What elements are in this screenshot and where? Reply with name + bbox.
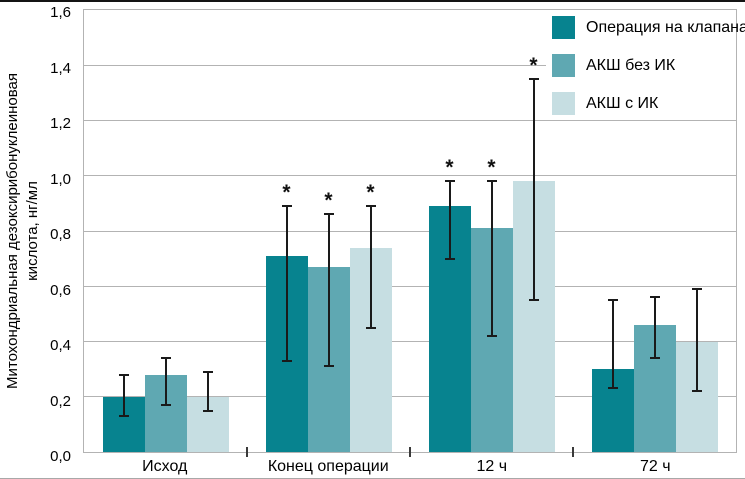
error-bar-cap: [607, 299, 618, 302]
error-bar: [695, 289, 698, 392]
significance-asterisk: *: [529, 54, 538, 78]
x-category-label: 72 ч: [639, 458, 671, 475]
error-bar: [369, 206, 372, 328]
gridline: [84, 341, 736, 342]
x-axis-tick: [572, 447, 574, 457]
x-category-label: 12 ч: [476, 458, 508, 475]
error-bar-cap: [281, 205, 292, 208]
error-bar: [611, 300, 614, 389]
error-bar: [327, 214, 330, 367]
legend-label: АКШ без ИК: [586, 57, 676, 74]
error-bar: [653, 297, 656, 359]
error-bar-cap: [528, 299, 539, 302]
error-bar-cap: [160, 404, 171, 407]
y-axis-tick-labels: 0,0 0,2 0,4 0,6 0,8 1,0 1,2 1,4 1,6: [0, 4, 77, 465]
error-bar-cap: [649, 357, 660, 360]
error-bar: [490, 181, 493, 336]
x-axis-tick: [246, 447, 248, 457]
error-bar-cap: [160, 357, 171, 360]
error-bar-cap: [444, 257, 455, 260]
x-axis-category-labels: Исход Конец операции 12 ч 72 ч: [83, 457, 737, 477]
error-bar-cap: [365, 326, 376, 329]
legend-swatch: [552, 54, 575, 77]
error-bar: [122, 374, 125, 417]
y-tick-label: 0,6: [50, 281, 71, 299]
gridline: [84, 230, 736, 232]
y-tick-label: 1,2: [50, 115, 71, 132]
legend: Операция на клапанах АКШ без ИК АКШ с ИК: [546, 10, 745, 119]
legend-swatch: [552, 92, 575, 115]
y-tick-label: 1,6: [50, 4, 71, 21]
error-bar-cap: [323, 365, 334, 368]
y-tick-label: 1,4: [50, 59, 71, 77]
error-bar: [285, 206, 288, 361]
error-bar-cap: [528, 78, 539, 81]
error-bar-cap: [365, 205, 376, 208]
y-tick-label: 0,4: [50, 337, 71, 354]
error-bar: [448, 181, 451, 259]
significance-asterisk: *: [282, 181, 291, 205]
error-bar-cap: [444, 180, 455, 183]
legend-label: АКШ с ИК: [586, 95, 659, 112]
error-bar-cap: [691, 390, 702, 393]
error-bar: [206, 371, 209, 411]
legend-item: АКШ с ИК: [552, 92, 736, 115]
error-bar: [532, 79, 535, 301]
significance-asterisk: *: [366, 181, 375, 205]
y-tick-label: 1,0: [50, 170, 71, 188]
gridline: [84, 175, 736, 177]
y-tick-label: 0,0: [50, 448, 71, 465]
error-bar-cap: [118, 415, 129, 418]
error-bar-cap: [486, 180, 497, 183]
error-bar-cap: [323, 213, 334, 216]
error-bar-cap: [202, 409, 213, 412]
error-bar-cap: [691, 288, 702, 291]
error-bar-cap: [486, 334, 497, 337]
error-bar-cap: [607, 387, 618, 390]
y-tick-label: 0,2: [50, 392, 71, 410]
gridline: [84, 285, 736, 287]
x-category-label: Конец операции: [267, 458, 389, 475]
error-bar-cap: [202, 370, 213, 373]
legend-label: Операция на клапанах: [586, 19, 745, 36]
error-bar-cap: [118, 373, 129, 376]
y-tick-label: 0,8: [50, 226, 71, 243]
significance-asterisk: *: [487, 156, 496, 180]
legend-item: АКШ без ИК: [552, 54, 736, 77]
error-bar-cap: [649, 296, 660, 299]
gridline: [84, 64, 736, 66]
legend-swatch: [552, 16, 575, 39]
legend-item: Операция на клапанах: [552, 16, 745, 39]
error-bar-cap: [281, 359, 292, 362]
x-category-label: Исход: [142, 458, 188, 475]
x-axis-tick: [409, 447, 411, 457]
gridline: [84, 120, 736, 121]
gridline: [84, 396, 736, 398]
significance-asterisk: *: [324, 189, 333, 213]
significance-asterisk: *: [445, 156, 454, 180]
error-bar: [164, 358, 167, 406]
